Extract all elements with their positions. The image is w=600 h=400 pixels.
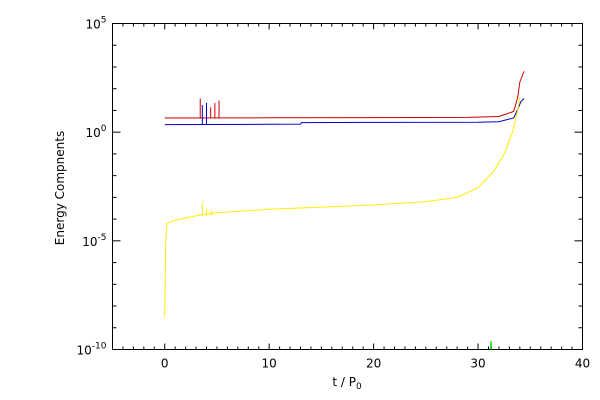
y-axis: 10-10 10-5 100 105 [77, 16, 583, 358]
series-line-3 [490, 340, 493, 350]
x-tick-label: 40 [575, 357, 590, 371]
series-line-0 [164, 71, 525, 119]
y-tick-label: 10-10 [77, 342, 107, 358]
x-axis-label: t / P0 [332, 375, 362, 392]
x-tick-label: 0 [161, 357, 169, 371]
y-tick-label: 100 [85, 124, 106, 140]
x-tick-label: 10 [262, 357, 277, 371]
x-tick-label: 20 [366, 357, 381, 371]
x-axis: 0 10 20 30 40 [112, 23, 590, 371]
y-axis-label: Energy Compnents [53, 131, 67, 245]
series-line-2 [164, 97, 521, 317]
x-tick-label: 30 [470, 357, 485, 371]
y-tick-label: 10-5 [82, 233, 106, 249]
y-tick-label: 105 [85, 16, 106, 32]
plot-frame [112, 23, 583, 350]
series-layer [164, 71, 525, 350]
